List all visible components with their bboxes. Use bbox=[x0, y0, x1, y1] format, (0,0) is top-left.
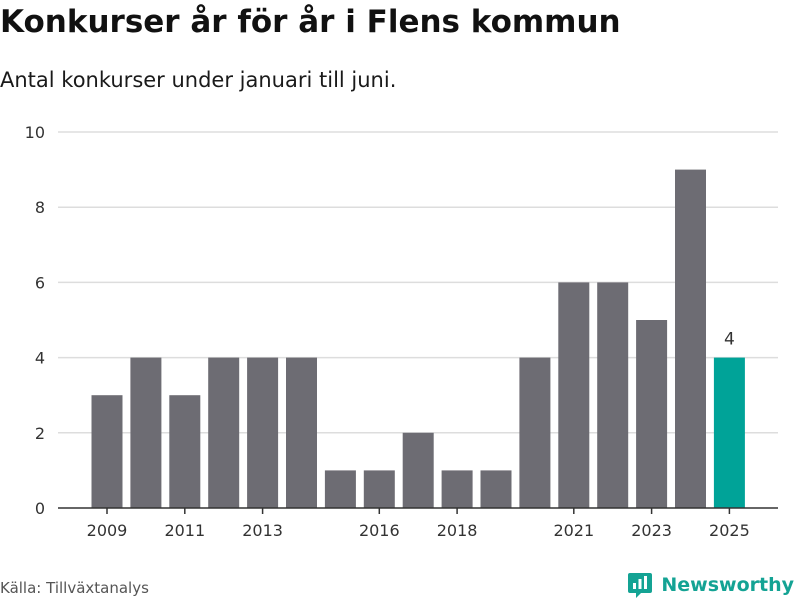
x-tick-label: 2013 bbox=[242, 521, 283, 540]
x-tick-label: 2018 bbox=[437, 521, 478, 540]
bar bbox=[441, 470, 473, 508]
bar bbox=[480, 470, 512, 508]
x-tick-label: 2011 bbox=[164, 521, 205, 540]
x-tick-label: 2009 bbox=[87, 521, 128, 540]
chart-svg: 0 2 4 6 8 10 4 2009 2011 2013 2016 2018 2021 2023 2025 bbox=[25, 123, 778, 540]
y-tick-label: 2 bbox=[35, 424, 45, 443]
bar bbox=[91, 395, 123, 508]
bar bbox=[208, 357, 240, 508]
bar bbox=[675, 169, 706, 508]
y-tick-label: 0 bbox=[35, 499, 45, 518]
brand-name: Newsworthy bbox=[661, 574, 794, 596]
y-tick-label: 10 bbox=[25, 123, 45, 142]
bar bbox=[247, 357, 279, 508]
x-tick-label: 2021 bbox=[553, 521, 594, 540]
bar-chart: 0 2 4 6 8 10 4 2009 2011 2013 2016 2018 2021 2023 2025 bbox=[0, 110, 800, 550]
bar bbox=[558, 282, 590, 508]
brand-logo: Newsworthy bbox=[627, 570, 794, 600]
bar bbox=[169, 395, 201, 508]
source-note: Källa: Tillväxtanalys bbox=[0, 579, 149, 597]
x-tick-label: 2016 bbox=[359, 521, 400, 540]
bar bbox=[636, 320, 668, 508]
bar bbox=[286, 357, 317, 508]
chart-title: Konkurser år för år i Flens kommun bbox=[0, 4, 621, 40]
y-tick-label: 8 bbox=[35, 198, 45, 217]
x-tick-label: 2023 bbox=[631, 521, 672, 540]
bar bbox=[130, 357, 162, 508]
bar bbox=[402, 432, 434, 508]
bar bbox=[324, 470, 356, 508]
bar bbox=[597, 282, 629, 508]
data-label: 4 bbox=[724, 330, 735, 350]
bar bbox=[519, 357, 551, 508]
bar bbox=[363, 470, 395, 508]
bar-highlight bbox=[713, 357, 745, 508]
newsworthy-logo-icon bbox=[628, 573, 653, 598]
chart-subtitle: Antal konkurser under januari till juni. bbox=[0, 68, 397, 92]
y-tick-label: 4 bbox=[35, 349, 45, 368]
x-tick-label: 2025 bbox=[709, 521, 750, 540]
y-tick-label: 6 bbox=[35, 273, 45, 292]
